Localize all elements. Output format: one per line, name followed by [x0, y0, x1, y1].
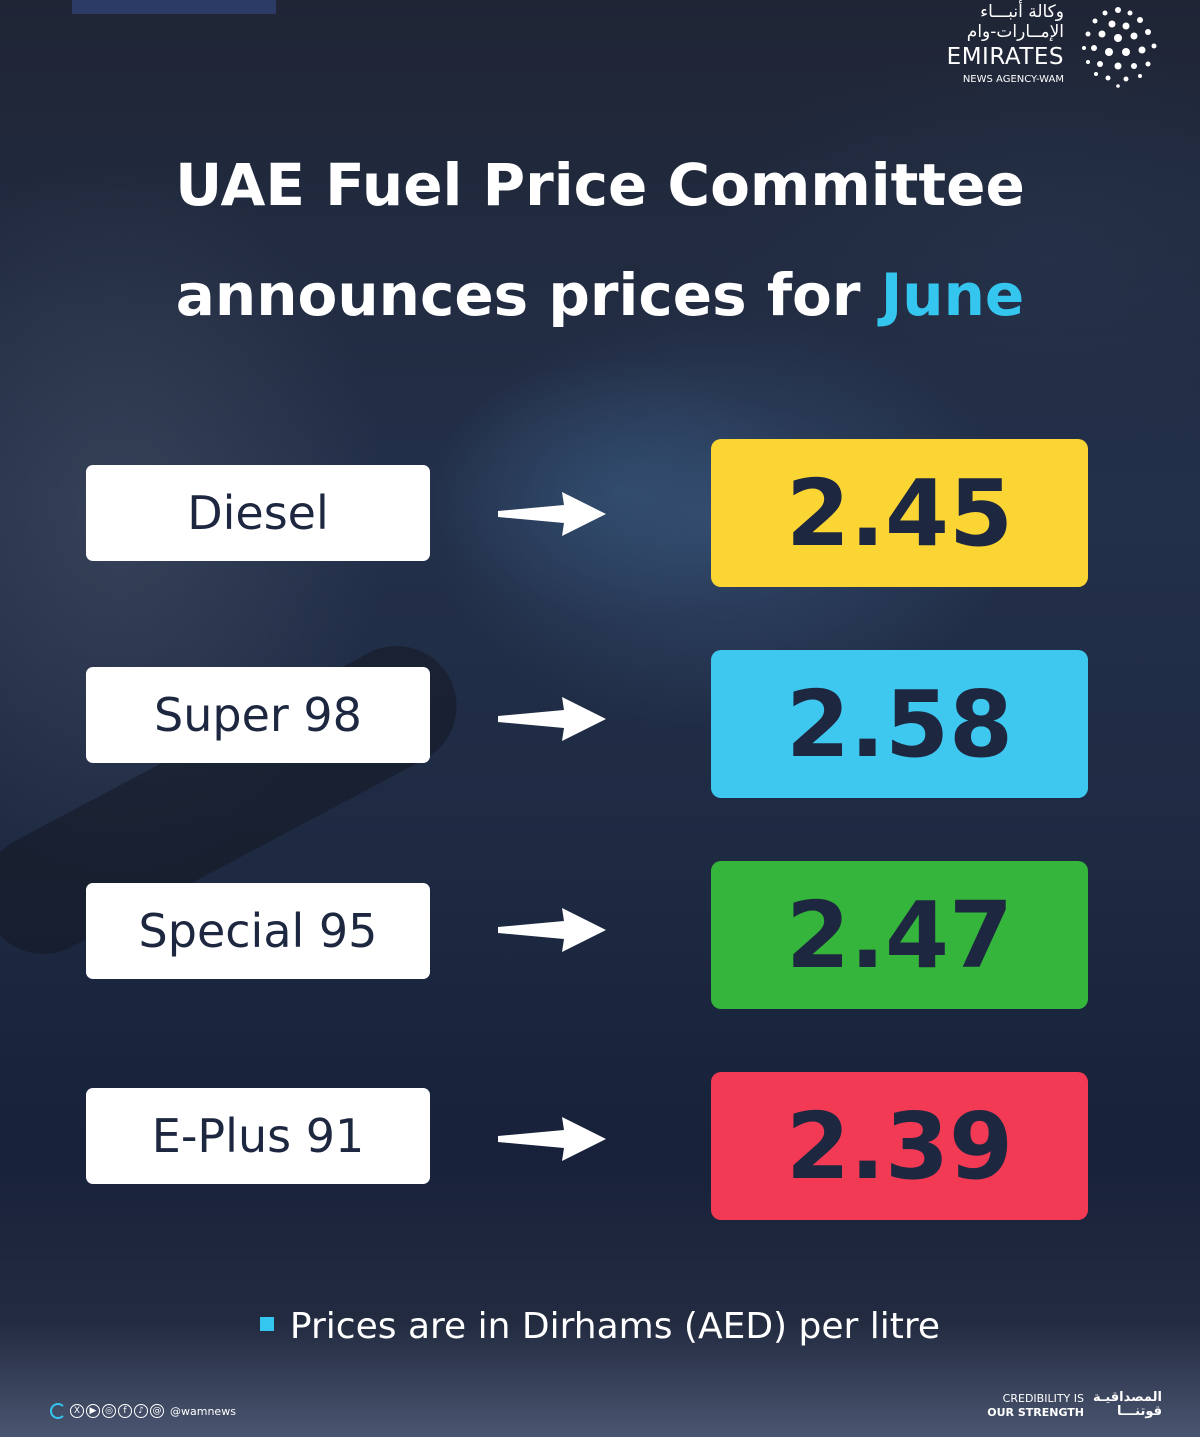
tiktok-icon[interactable]: ♪	[134, 1404, 148, 1418]
fuel-label-e-plus-91: E-Plus 91	[86, 1088, 430, 1184]
credibility-ar-line2: قوتنـــا	[1116, 1404, 1162, 1419]
logo-english-sub: NEWS AGENCY-WAM	[962, 74, 1064, 85]
logo-arabic-line1: وكالة أنبـــاء	[980, 2, 1064, 22]
wam-swirl-icon	[50, 1403, 66, 1419]
headline-month: June	[880, 261, 1025, 329]
arrow-right-icon	[498, 908, 606, 952]
youtube-icon[interactable]: ▶	[86, 1404, 100, 1418]
note-bullet-icon	[259, 1317, 274, 1331]
top-accent-bar	[72, 0, 276, 14]
credibility-en-line2: OUR STRENGTH	[987, 1406, 1084, 1419]
social-handle[interactable]: @wamnews	[170, 1404, 236, 1418]
wam-logo: وكالة أنبـــاء الإمــارات-وام EMIRATES N…	[932, 2, 1162, 88]
arrow-right-icon	[498, 492, 606, 536]
instagram-icon[interactable]: ◎	[102, 1404, 116, 1418]
fuel-label-special-95: Special 95	[86, 883, 430, 979]
x-icon[interactable]: X	[70, 1404, 84, 1418]
headline-line1: UAE Fuel Price Committee	[175, 151, 1025, 219]
facebook-icon[interactable]: f	[118, 1404, 132, 1418]
headline-line2-prefix: announces prices for	[175, 261, 881, 329]
logo-english-name: EMIRATES	[946, 44, 1064, 70]
price-unit-note: Prices are in Dirhams (AED) per litre	[0, 1306, 1200, 1347]
credibility-en-line1: CREDIBILITY IS	[1002, 1392, 1084, 1405]
credibility-ar-line1: المصداقيـة	[1093, 1390, 1162, 1405]
wam-dots-logo-icon	[1082, 7, 1157, 88]
arrow-right-icon	[498, 1117, 606, 1161]
logo-arabic-line2: الإمــارات-وام	[966, 22, 1064, 42]
fuel-label-diesel: Diesel	[86, 465, 430, 561]
price-super-98: 2.58	[711, 650, 1088, 798]
price-special-95: 2.47	[711, 861, 1088, 1009]
price-diesel: 2.45	[711, 439, 1088, 587]
threads-icon[interactable]: @	[150, 1404, 164, 1418]
fuel-label-super-98: Super 98	[86, 667, 430, 763]
social-bar: X ▶ ◎ f ♪ @ @wamnews	[50, 1396, 236, 1426]
arrow-right-icon	[498, 697, 606, 741]
headline-line2: announces prices for June	[0, 266, 1200, 324]
note-text: Prices are in Dirhams (AED) per litre	[289, 1306, 941, 1347]
price-e-plus-91: 2.39	[711, 1072, 1088, 1220]
